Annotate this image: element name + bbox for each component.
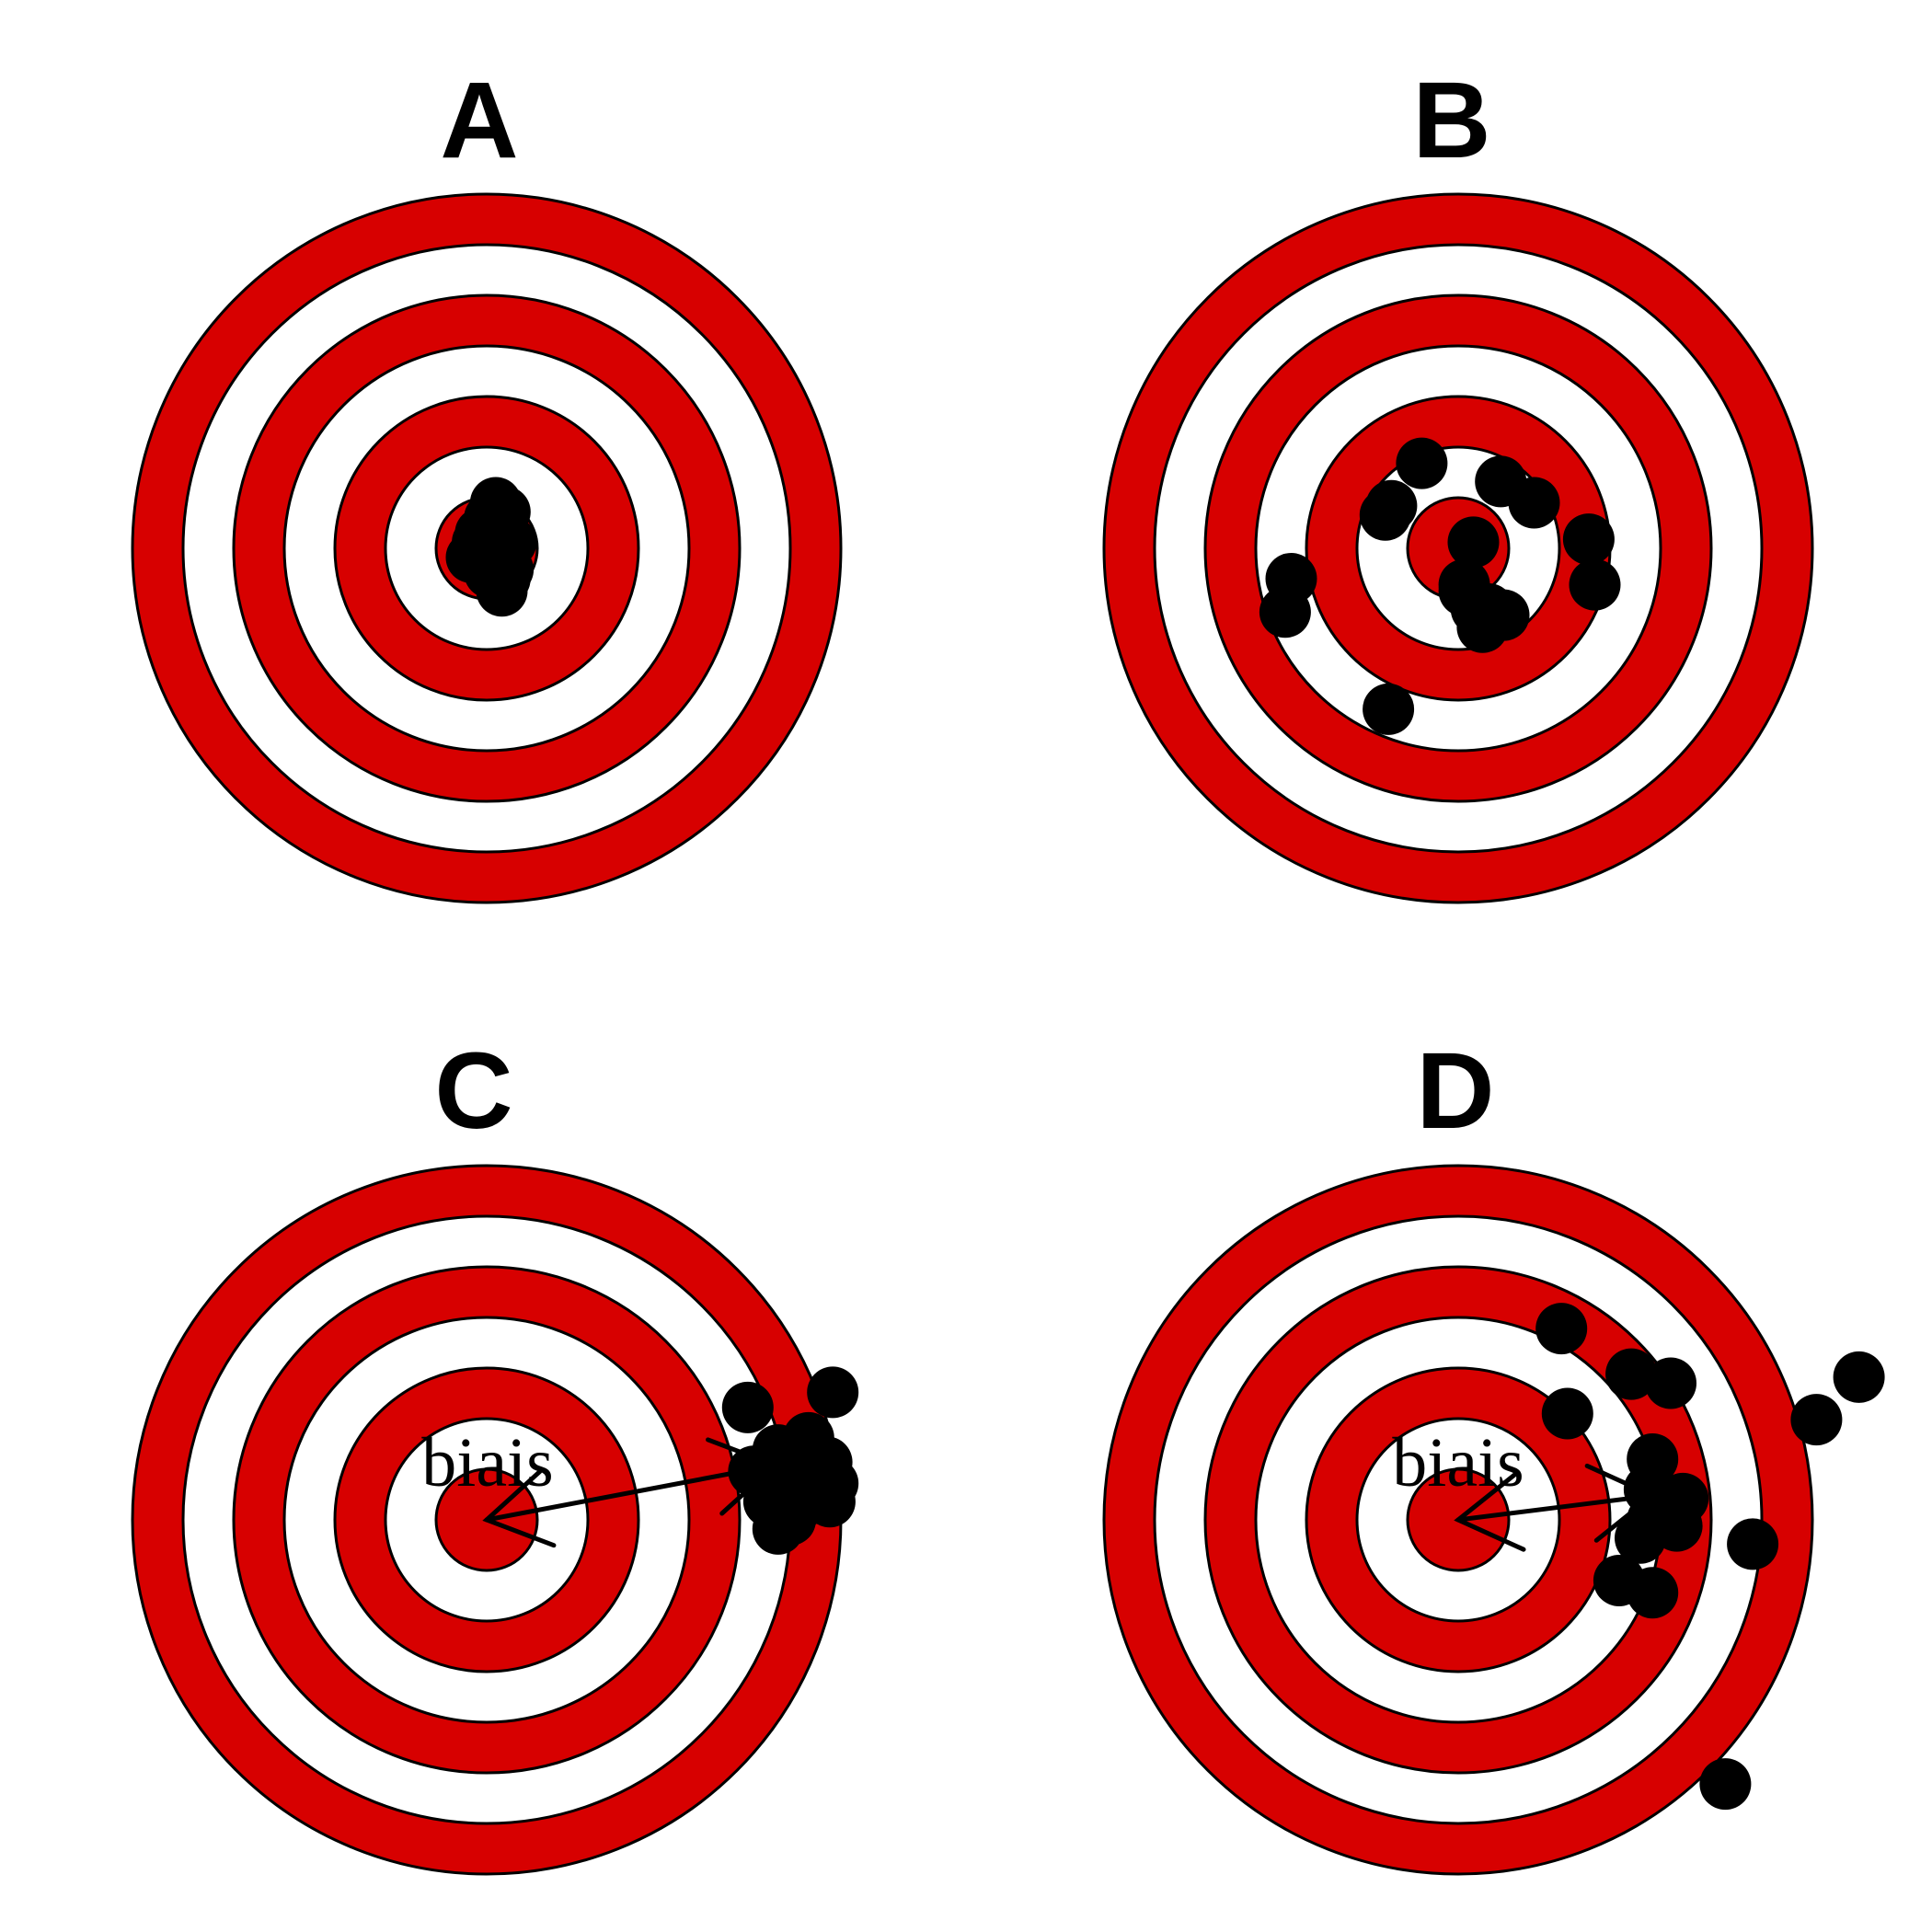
shot-dot <box>807 1366 859 1419</box>
panel-title-d: D <box>1416 1030 1494 1152</box>
shot-dot <box>1790 1394 1843 1446</box>
shot-dot <box>1650 1500 1703 1552</box>
shot-dot <box>1727 1518 1779 1570</box>
bias-arrow-head-start <box>1454 1472 1526 1552</box>
panel-c: C biais <box>131 1030 859 1876</box>
bias-arrow-shaft <box>484 1463 777 1523</box>
panel-a: A <box>131 60 843 904</box>
shots-b <box>1259 437 1621 735</box>
panel-title-c: C <box>434 1030 512 1152</box>
shot-dot <box>1833 1351 1885 1403</box>
shot-dot <box>1645 1357 1696 1409</box>
shot-dot <box>728 1445 780 1498</box>
shot-dot <box>464 492 516 544</box>
shots-d <box>1535 1303 1885 1811</box>
shot-dot <box>1541 1387 1593 1440</box>
shot-dot <box>1605 1348 1658 1400</box>
bias-label-c: biais <box>421 1424 554 1501</box>
shot-dot <box>1699 1758 1752 1811</box>
shot-dot <box>1396 437 1448 489</box>
panel-b: B <box>1102 60 1814 904</box>
shot-dot <box>478 553 531 604</box>
shots-a <box>445 477 537 617</box>
panel-title-a: A <box>440 60 518 181</box>
shot-dot <box>1359 489 1411 541</box>
bias-label-d: biais <box>1392 1424 1524 1501</box>
shot-dot <box>721 1381 774 1433</box>
shot-dot <box>1562 513 1615 566</box>
shot-dot <box>1456 601 1509 653</box>
panel-title-b: B <box>1412 60 1490 181</box>
panel-d: D biais <box>1102 1030 1885 1876</box>
shot-dot <box>1363 683 1415 735</box>
shot-dot <box>1259 586 1311 638</box>
shot-dot <box>1447 516 1500 569</box>
shot-dot <box>1627 1567 1679 1619</box>
shot-dot <box>1535 1303 1588 1355</box>
bias-arrow-shaft <box>1455 1493 1655 1523</box>
shots-c <box>721 1366 859 1555</box>
shot-dot <box>1569 558 1621 611</box>
shot-dot <box>773 1478 825 1531</box>
shot-dot <box>1508 477 1560 529</box>
bias-arrow-head-start <box>482 1469 557 1548</box>
